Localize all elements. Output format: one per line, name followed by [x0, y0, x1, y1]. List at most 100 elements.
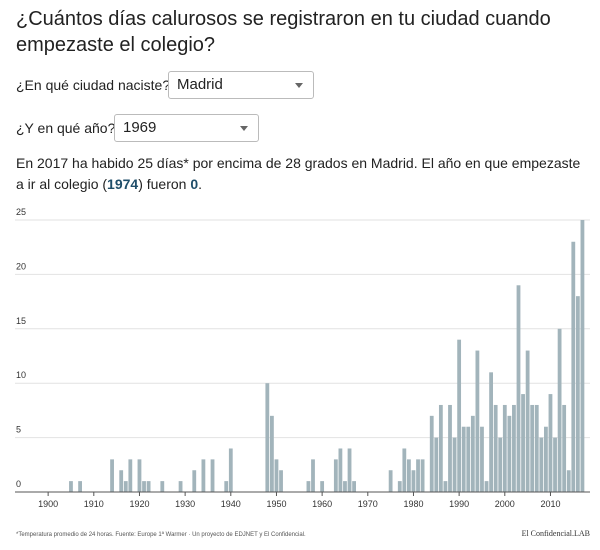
bar	[274, 459, 279, 492]
bar	[452, 437, 457, 492]
y-tick-label: 25	[16, 207, 26, 217]
bar	[502, 404, 507, 492]
bar	[270, 415, 274, 492]
bar	[78, 481, 82, 492]
bar	[333, 459, 338, 492]
x-tick-label: 1960	[312, 499, 332, 509]
x-tick-label: 1910	[84, 499, 104, 509]
bar	[311, 459, 315, 492]
school-year: 1974	[107, 176, 139, 192]
city-label: ¿En qué ciudad naciste?	[16, 77, 171, 93]
x-tick-label: 1950	[266, 499, 286, 509]
bar	[434, 437, 439, 492]
bar	[128, 459, 133, 492]
bar	[493, 404, 498, 492]
bar	[530, 404, 535, 492]
summary-text: ) fueron	[138, 176, 191, 192]
bar	[192, 470, 197, 492]
bar	[525, 350, 530, 492]
bar	[470, 415, 475, 492]
summary: En 2017 ha habido 25 días* por encima de…	[16, 153, 586, 195]
footnote: *Temperatura promedio de 24 horas. Fuent…	[16, 531, 306, 538]
bar	[416, 459, 420, 492]
brand: El Confidencial.LAB	[522, 529, 590, 538]
summary-text: .	[198, 176, 203, 192]
bar	[402, 448, 407, 492]
y-tick-label: 0	[16, 479, 21, 489]
year-label: ¿Y en qué año?	[16, 120, 116, 136]
city-value: Madrid	[177, 76, 223, 93]
bar	[388, 470, 393, 492]
year-value: 1969	[123, 119, 157, 136]
bar	[539, 437, 544, 492]
bar	[110, 459, 114, 492]
bar	[160, 481, 165, 492]
bar	[306, 481, 311, 492]
x-tick-label: 1940	[221, 499, 241, 509]
city-select[interactable]: Madrid	[168, 71, 314, 99]
bar	[521, 394, 525, 492]
bar	[466, 426, 471, 492]
bar	[397, 481, 402, 492]
bar	[411, 470, 416, 492]
y-tick-label: 5	[16, 425, 21, 435]
summary-text: En 2017 ha habido 25 días* por encima de…	[16, 155, 581, 192]
bar	[201, 459, 206, 492]
bar	[489, 372, 493, 492]
bar	[69, 481, 73, 492]
bar	[320, 481, 325, 492]
x-tick-label: 1980	[403, 499, 423, 509]
title: ¿Cuántos días calurosos se registraron e…	[16, 8, 551, 56]
x-tick-label: 1970	[358, 499, 378, 509]
bar	[338, 448, 343, 492]
x-tick-label: 1900	[38, 499, 58, 509]
bar	[553, 437, 557, 492]
bar	[580, 220, 585, 492]
bar	[457, 339, 462, 492]
bar	[146, 481, 151, 492]
bar	[420, 459, 425, 492]
bar	[575, 296, 580, 492]
bar	[498, 437, 503, 492]
bar	[562, 404, 567, 492]
x-tick-label: 1930	[175, 499, 195, 509]
bar	[566, 470, 571, 492]
bar	[557, 328, 562, 492]
bar	[178, 481, 183, 492]
bar	[119, 470, 124, 492]
bar	[123, 481, 128, 492]
bar	[461, 426, 466, 492]
bar	[484, 481, 489, 492]
bar	[548, 394, 553, 492]
bar	[142, 481, 146, 492]
bar	[137, 459, 142, 492]
bar	[210, 459, 215, 492]
bar	[507, 415, 512, 492]
y-tick-label: 15	[16, 316, 26, 326]
bar	[448, 404, 452, 492]
y-tick-label: 20	[16, 261, 26, 271]
y-tick-label: 10	[16, 370, 26, 380]
bar	[343, 481, 347, 492]
bar	[512, 404, 516, 492]
bar	[534, 404, 539, 492]
bar	[438, 404, 443, 492]
school-days: 0	[190, 176, 199, 192]
bar	[228, 448, 233, 492]
bar	[516, 285, 521, 492]
x-tick-label: 2010	[540, 499, 560, 509]
bar	[571, 241, 576, 492]
bar	[224, 481, 229, 492]
bar	[443, 481, 448, 492]
bar	[480, 426, 484, 492]
x-tick-label: 1920	[129, 499, 149, 509]
bar	[544, 426, 548, 492]
bar	[352, 481, 356, 492]
bar	[407, 459, 411, 492]
bar	[279, 470, 283, 492]
bar	[475, 350, 480, 492]
year-select[interactable]: 1969	[114, 114, 259, 142]
x-tick-label: 2000	[495, 499, 515, 509]
